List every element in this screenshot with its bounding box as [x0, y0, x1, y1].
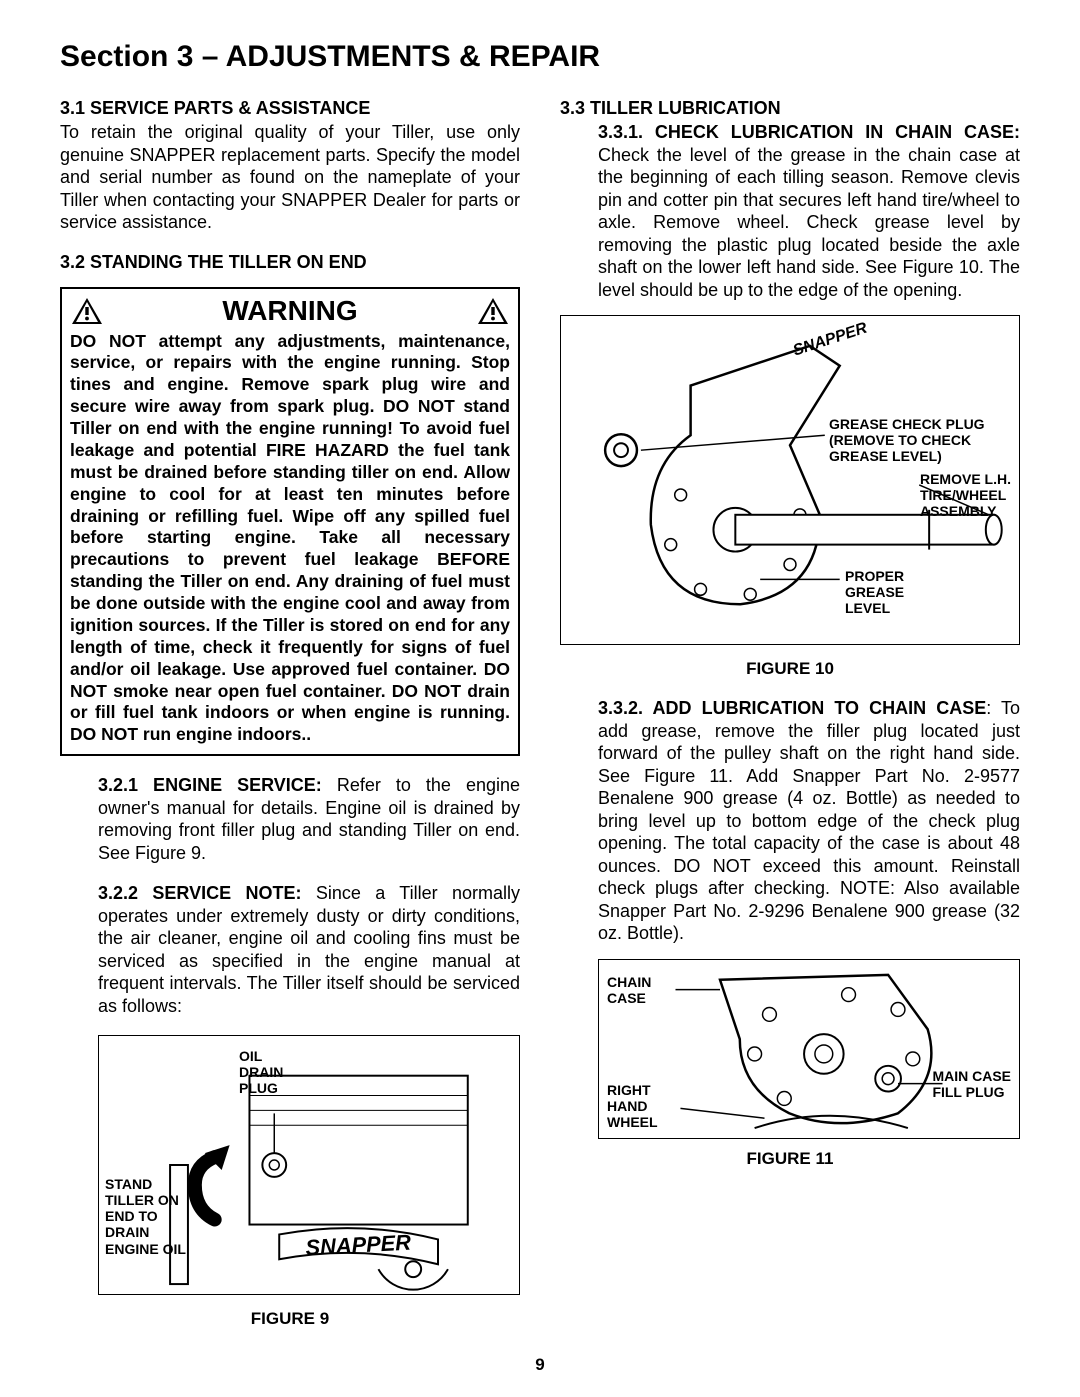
figure-10: SNAPPER GREASE CHECK PLUG (REMOVE TO CHE… [560, 315, 1020, 645]
fig10-label-remove-lh: REMOVE L.H. TIRE/WHEEL ASSEMBLY [920, 471, 1011, 519]
heading-3-2: 3.2 STANDING THE TILLER ON END [60, 252, 520, 273]
right-column: 3.3 TILLER LUBRICATION 3.3.1. CHECK LUBR… [560, 98, 1020, 1347]
fig11-label-main-case-fill: MAIN CASE FILL PLUG [932, 1068, 1011, 1100]
two-column-layout: 3.1 SERVICE PARTS & ASSISTANCE To retain… [60, 98, 1020, 1347]
heading-3-1: 3.1 SERVICE PARTS & ASSISTANCE [60, 98, 520, 119]
fig11-label-rh-wheel: RIGHT HAND WHEEL [607, 1082, 658, 1130]
figure-11: CHAIN CASE RIGHT HAND WHEEL MAIN CASE FI… [598, 959, 1020, 1139]
body-3-3-2: : To add grease, remove the filler plug … [598, 698, 1020, 943]
para-3-3-2: 3.3.2. ADD LUBRICATION TO CHAIN CASE: To… [598, 697, 1020, 945]
label-3-2-1: 3.2.1 ENGINE SERVICE: [98, 775, 322, 795]
warning-triangle-icon [70, 296, 104, 326]
section-title: Section 3 – ADJUSTMENTS & REPAIR [60, 40, 1020, 74]
warning-title: WARNING [104, 295, 476, 327]
svg-text:SNAPPER: SNAPPER [791, 319, 870, 359]
label-3-3-1: 3.3.1. CHECK LUBRICATION IN CHAIN CASE: [598, 122, 1020, 142]
figure-9-caption: FIGURE 9 [60, 1309, 520, 1329]
figure-9: SNAPPER OIL DRAIN PLUG STAND TILLER ON E… [98, 1035, 520, 1295]
fig9-label-oil-drain: OIL DRAIN PLUG [239, 1048, 283, 1096]
para-3-3-1: 3.3.1. CHECK LUBRICATION IN CHAIN CASE: … [598, 121, 1020, 301]
figure-11-svg [599, 960, 1019, 1138]
fig9-label-stand: STAND TILLER ON END TO DRAIN ENGINE OIL [105, 1176, 186, 1256]
warning-triangle-icon [476, 296, 510, 326]
heading-3-3: 3.3 TILLER LUBRICATION [560, 98, 1020, 119]
label-3-2-2: 3.2.2 SERVICE NOTE: [98, 883, 301, 903]
fig11-label-chain-case: CHAIN CASE [607, 974, 651, 1006]
fig10-label-proper-grease: PROPER GREASE LEVEL [845, 568, 904, 616]
para-3-2-1: 3.2.1 ENGINE SERVICE: Refer to the engin… [98, 774, 520, 864]
left-column: 3.1 SERVICE PARTS & ASSISTANCE To retain… [60, 98, 520, 1347]
figure-10-caption: FIGURE 10 [560, 659, 1020, 679]
para-3-1: To retain the original quality of your T… [60, 121, 520, 234]
warning-box: WARNING DO NOT attempt any adjustments, … [60, 287, 520, 757]
fig10-label-grease-check: GREASE CHECK PLUG (REMOVE TO CHECK GREAS… [829, 416, 985, 464]
warning-header: WARNING [70, 295, 510, 327]
para-3-2-2: 3.2.2 SERVICE NOTE: Since a Tiller norma… [98, 882, 520, 1017]
page-number: 9 [0, 1355, 1080, 1375]
body-3-3-1: Check the level of the grease in the cha… [598, 145, 1020, 300]
figure-11-caption: FIGURE 11 [560, 1149, 1020, 1169]
warning-body: DO NOT attempt any adjustments, maintena… [70, 331, 510, 747]
label-3-3-2: 3.3.2. ADD LUBRICATION TO CHAIN CASE [598, 698, 986, 718]
